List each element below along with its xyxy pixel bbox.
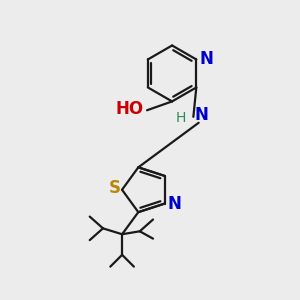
Text: N: N (195, 106, 209, 124)
Text: H: H (176, 111, 186, 125)
Text: S: S (109, 179, 121, 197)
Text: N: N (200, 50, 214, 68)
Text: N: N (168, 195, 182, 213)
Text: HO: HO (116, 100, 144, 118)
